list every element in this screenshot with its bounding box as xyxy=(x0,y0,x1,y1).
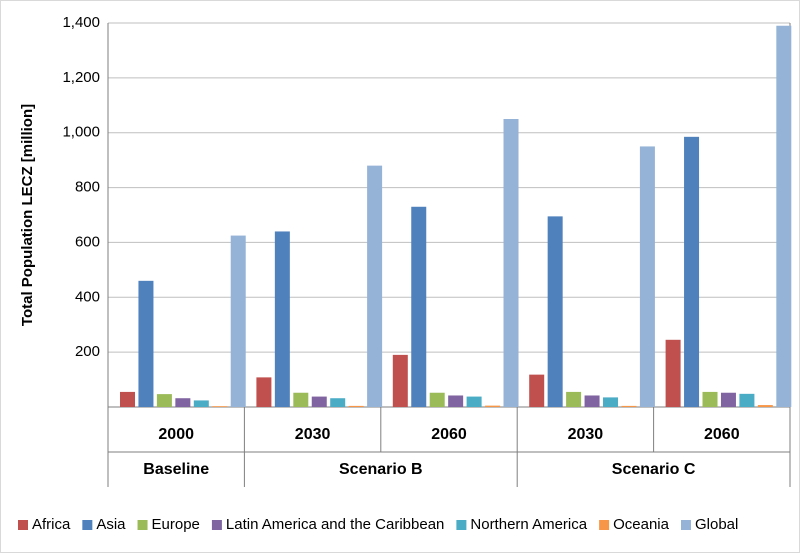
bar xyxy=(739,393,755,407)
legend-label: Oceania xyxy=(613,516,670,533)
bar xyxy=(448,395,464,407)
group-label: Scenario C xyxy=(612,461,696,478)
x-tick-label: 2030 xyxy=(295,426,331,443)
y-tick-label: 800 xyxy=(75,179,100,196)
y-tick-label: 600 xyxy=(75,233,100,250)
legend-label: Europe xyxy=(152,516,200,533)
legend-swatch xyxy=(680,520,691,530)
bar xyxy=(720,392,736,407)
bar xyxy=(621,405,637,407)
bar xyxy=(684,136,700,408)
bar xyxy=(466,396,482,407)
bar xyxy=(274,231,290,407)
bar xyxy=(120,391,135,407)
legend-label: Latin America and the Caribbean xyxy=(226,516,444,533)
bar xyxy=(757,405,773,407)
legend-swatch xyxy=(18,520,28,530)
bar xyxy=(175,398,191,407)
y-tick-label: 400 xyxy=(75,288,100,305)
y-tick-label: 1,000 xyxy=(62,124,100,141)
group-label: Baseline xyxy=(143,461,209,478)
x-tick-label: 2030 xyxy=(568,426,604,443)
bar xyxy=(193,400,209,407)
bar xyxy=(503,119,519,407)
x-tick-label: 2060 xyxy=(431,426,467,443)
bar xyxy=(485,405,501,407)
y-tick-label: 1,200 xyxy=(62,69,100,86)
x-tick-label: 2060 xyxy=(704,426,740,443)
bar xyxy=(665,339,681,407)
bar xyxy=(256,377,272,407)
bar xyxy=(138,280,154,407)
bar xyxy=(212,406,228,407)
bar xyxy=(311,396,327,407)
y-tick-label: 1,400 xyxy=(62,14,100,31)
bar xyxy=(348,405,364,407)
legend-label: Africa xyxy=(32,516,71,533)
group-label: Scenario B xyxy=(339,461,423,478)
y-axis-label: Total Population LECZ [million] xyxy=(19,104,36,326)
legend-swatch xyxy=(211,520,222,530)
bar xyxy=(529,374,545,407)
legend-swatch xyxy=(599,520,610,530)
bar xyxy=(293,392,309,407)
legend-label: Global xyxy=(695,516,738,533)
legend-swatch xyxy=(456,520,467,530)
bar xyxy=(639,146,655,407)
bar xyxy=(230,235,246,407)
bar xyxy=(603,397,619,407)
bar xyxy=(702,391,718,407)
bar xyxy=(392,354,408,407)
bar xyxy=(547,216,563,407)
x-tick-label: 2000 xyxy=(158,426,194,443)
legend-swatch xyxy=(137,520,148,530)
legend-swatch xyxy=(82,520,93,530)
bar xyxy=(429,392,445,407)
legend-label: Northern America xyxy=(470,516,587,533)
bar xyxy=(367,165,383,407)
bar xyxy=(156,394,172,407)
bar xyxy=(584,395,600,407)
legend-label: Asia xyxy=(96,516,126,533)
bar xyxy=(776,25,792,407)
y-tick-label: 200 xyxy=(75,343,100,360)
bar xyxy=(330,398,346,407)
bar xyxy=(411,206,427,407)
bar xyxy=(566,391,582,407)
